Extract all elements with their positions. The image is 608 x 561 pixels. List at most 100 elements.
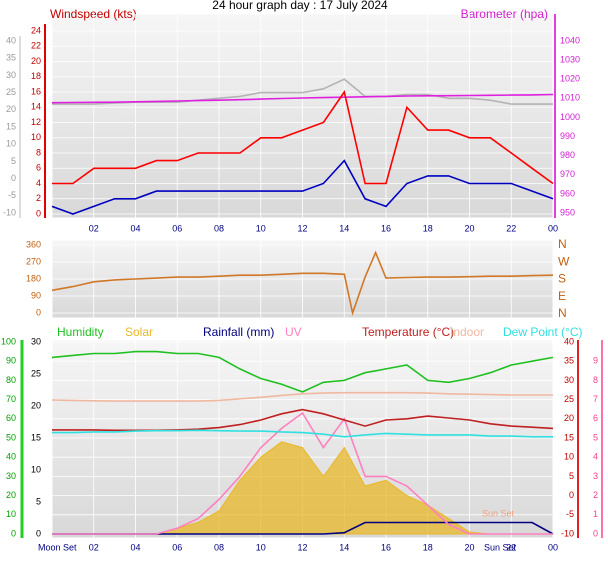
x-tick-label: 06 — [172, 223, 182, 233]
series-line — [51, 350, 554, 393]
x-tick-label: 22 — [506, 223, 516, 233]
y3-tick-label: 40 — [6, 35, 16, 45]
y-tick-label: 6 — [36, 163, 41, 173]
y2-tick-label: 5 — [569, 471, 574, 481]
y-tick-label: 4 — [36, 178, 41, 188]
y3-tick-label: 25 — [31, 368, 41, 378]
annotation: Sun Set — [484, 542, 517, 552]
y-tick-label: 20 — [31, 56, 41, 66]
y2-tick-label: 990 — [560, 131, 575, 141]
x-tick-label: 00 — [548, 542, 558, 552]
x-tick-label: 14 — [339, 223, 349, 233]
y-tick-label: 50 — [6, 432, 16, 442]
y3-tick-label: 10 — [31, 464, 41, 474]
y-tick-label: 2 — [36, 193, 41, 203]
x-tick-label: 02 — [89, 223, 99, 233]
y2-tick-label: 1010 — [560, 93, 580, 103]
legend-label: Indoor — [450, 325, 484, 339]
x-tick-label: 20 — [464, 542, 474, 552]
y2-tick-label: -10 — [561, 528, 574, 538]
x-tick-label: 08 — [214, 542, 224, 552]
x-tick-label: 12 — [297, 223, 307, 233]
y-tick-label: 24 — [31, 25, 41, 35]
y-tick-label: 90 — [31, 290, 41, 300]
y-tick-label: 80 — [6, 375, 16, 385]
y3-tick-label: 0 — [11, 173, 16, 183]
y-tick-label: 100 — [1, 336, 16, 346]
y-tick-label: 12 — [31, 117, 41, 127]
y2-tick-label: 35 — [564, 356, 574, 366]
y3-tick-label: 30 — [31, 336, 41, 346]
y2-tick-label: N — [558, 237, 567, 251]
y-tick-label: 0 — [11, 528, 16, 538]
y-tick-label: 16 — [31, 86, 41, 96]
x-tick-label: 16 — [381, 223, 391, 233]
legend-label: Dew Point (°C) — [503, 325, 582, 339]
y2-tick-label: 960 — [560, 188, 575, 198]
y-tick-label: 70 — [6, 394, 16, 404]
y3-tick-label: 5 — [11, 156, 16, 166]
x-tick-label: 18 — [423, 223, 433, 233]
legend-label: Humidity — [57, 325, 104, 339]
y4-tick-label: 2 — [593, 490, 598, 500]
y2-tick-label: 950 — [560, 207, 575, 217]
y2-tick-label: 40 — [564, 336, 574, 346]
y2-tick-label: N — [558, 306, 567, 320]
series-line — [51, 93, 554, 104]
y2-tick-label: W — [558, 254, 570, 268]
y2-tick-label: 970 — [560, 169, 575, 179]
y2-tick-label: 980 — [560, 150, 575, 160]
x-tick-label: 08 — [214, 223, 224, 233]
y2-tick-label: E — [558, 289, 566, 303]
y3-tick-label: 15 — [6, 121, 16, 131]
x-tick-label: 16 — [381, 542, 391, 552]
x-tick-label: 02 — [89, 542, 99, 552]
y2-tick-label: 30 — [564, 375, 574, 385]
y4-tick-label: 4 — [593, 452, 598, 462]
y2-tick-label: 10 — [564, 452, 574, 462]
y2-tick-label: 1030 — [560, 54, 580, 64]
y2-tick-label: 20 — [564, 413, 574, 423]
series-line — [51, 159, 554, 215]
y2-tick-label: 1000 — [560, 112, 580, 122]
y2-tick-label: 25 — [564, 394, 574, 404]
chart-title: 24 hour graph day : 17 July 2024 — [212, 0, 388, 12]
y2-tick-label: 1020 — [560, 74, 580, 84]
x-tick-label: 20 — [464, 223, 474, 233]
series-line — [51, 250, 554, 316]
y-tick-label: 8 — [36, 147, 41, 157]
series-line — [52, 429, 553, 438]
y2-tick-label: -5 — [566, 509, 574, 519]
y-tick-label: 40 — [6, 452, 16, 462]
y3-tick-label: 20 — [6, 104, 16, 114]
y3-tick-label: -5 — [8, 190, 16, 200]
y4-tick-label: 6 — [593, 413, 598, 423]
y-tick-label: 18 — [31, 71, 41, 81]
y2-tick-label: 15 — [564, 432, 574, 442]
y3-tick-label: 35 — [6, 53, 16, 63]
y-tick-label: 90 — [6, 356, 16, 366]
y-tick-label: 10 — [6, 509, 16, 519]
y2-tick-label: 0 — [569, 490, 574, 500]
y-tick-label: 360 — [26, 239, 41, 249]
y2-tick-label: 1040 — [560, 35, 580, 45]
y3-tick-label: 5 — [36, 496, 41, 506]
x-tick-label: 22 — [506, 542, 516, 552]
series-line — [52, 90, 554, 185]
x-tick-label: 12 — [297, 542, 307, 552]
y4-tick-label: 0 — [593, 528, 598, 538]
y2-tick-label: S — [558, 272, 566, 286]
x-tick-label: 04 — [130, 542, 140, 552]
y-tick-label: 14 — [31, 102, 41, 112]
annotation: Sun Set — [482, 508, 515, 518]
legend-label: Solar — [125, 325, 153, 339]
y3-tick-label: 20 — [31, 400, 41, 410]
y4-tick-label: 9 — [593, 356, 598, 366]
y-tick-label: 0 — [36, 307, 41, 317]
x-tick-label: 04 — [130, 223, 140, 233]
x-tick-label: 18 — [423, 542, 433, 552]
legend-label: Rainfall (mm) — [203, 325, 274, 339]
series-line — [52, 408, 554, 432]
series-line — [52, 411, 553, 535]
